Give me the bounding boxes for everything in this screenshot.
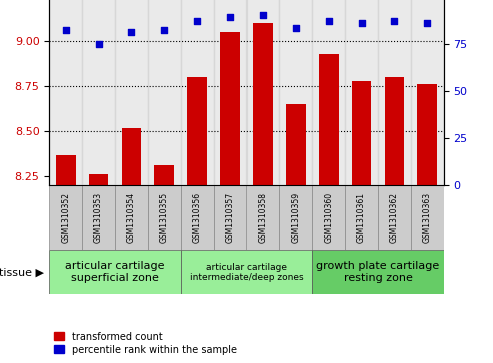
Bar <box>312 250 444 294</box>
Bar <box>181 185 213 250</box>
Point <box>390 18 398 24</box>
Bar <box>187 77 207 185</box>
Bar <box>319 54 339 185</box>
Text: GSM1310362: GSM1310362 <box>390 192 399 243</box>
Text: GSM1310356: GSM1310356 <box>193 192 202 243</box>
Bar <box>89 174 108 185</box>
Point <box>259 12 267 18</box>
Bar <box>378 0 411 185</box>
Bar <box>82 0 115 185</box>
Bar <box>411 185 444 250</box>
Text: GSM1310360: GSM1310360 <box>324 192 333 243</box>
Bar <box>115 0 148 185</box>
Bar <box>312 185 345 250</box>
Bar <box>352 81 371 185</box>
Text: GSM1310355: GSM1310355 <box>160 192 169 243</box>
Bar <box>213 0 246 185</box>
Bar <box>122 128 141 185</box>
Bar <box>246 185 280 250</box>
Bar <box>345 185 378 250</box>
Text: GSM1310352: GSM1310352 <box>61 192 70 243</box>
Bar <box>312 0 345 185</box>
Point <box>357 20 365 26</box>
Bar <box>148 185 181 250</box>
Legend: transformed count, percentile rank within the sample: transformed count, percentile rank withi… <box>54 331 237 355</box>
Text: articular cartilage
intermediate/deep zones: articular cartilage intermediate/deep zo… <box>190 262 303 282</box>
Text: GSM1310358: GSM1310358 <box>258 192 267 243</box>
Bar <box>181 250 312 294</box>
Bar <box>378 185 411 250</box>
Bar <box>49 185 82 250</box>
Bar <box>280 185 312 250</box>
Bar <box>411 0 444 185</box>
Bar <box>246 0 280 185</box>
Text: GSM1310354: GSM1310354 <box>127 192 136 243</box>
Bar <box>345 0 378 185</box>
Bar <box>181 0 213 185</box>
Point <box>128 29 136 35</box>
Point <box>226 14 234 20</box>
Bar <box>82 185 115 250</box>
Point <box>292 25 300 31</box>
Point <box>193 18 201 24</box>
Point <box>95 41 103 46</box>
Text: GSM1310357: GSM1310357 <box>226 192 235 243</box>
Bar <box>253 23 273 185</box>
Bar <box>418 85 437 185</box>
Bar <box>280 0 312 185</box>
Bar <box>115 185 148 250</box>
Point <box>325 18 333 24</box>
Bar <box>49 0 82 185</box>
Bar <box>148 0 181 185</box>
Text: tissue ▶: tissue ▶ <box>0 267 44 277</box>
Text: GSM1310363: GSM1310363 <box>423 192 432 243</box>
Bar <box>154 166 174 185</box>
Point <box>160 28 168 33</box>
Point <box>423 20 431 26</box>
Text: GSM1310359: GSM1310359 <box>291 192 300 243</box>
Bar <box>213 185 246 250</box>
Bar <box>286 104 306 185</box>
Bar <box>56 155 75 185</box>
Bar <box>49 250 181 294</box>
Bar <box>220 32 240 185</box>
Text: articular cartilage
superficial zone: articular cartilage superficial zone <box>65 261 165 283</box>
Text: GSM1310353: GSM1310353 <box>94 192 103 243</box>
Text: growth plate cartilage
resting zone: growth plate cartilage resting zone <box>317 261 440 283</box>
Bar <box>385 77 404 185</box>
Text: GSM1310361: GSM1310361 <box>357 192 366 243</box>
Point <box>62 28 70 33</box>
